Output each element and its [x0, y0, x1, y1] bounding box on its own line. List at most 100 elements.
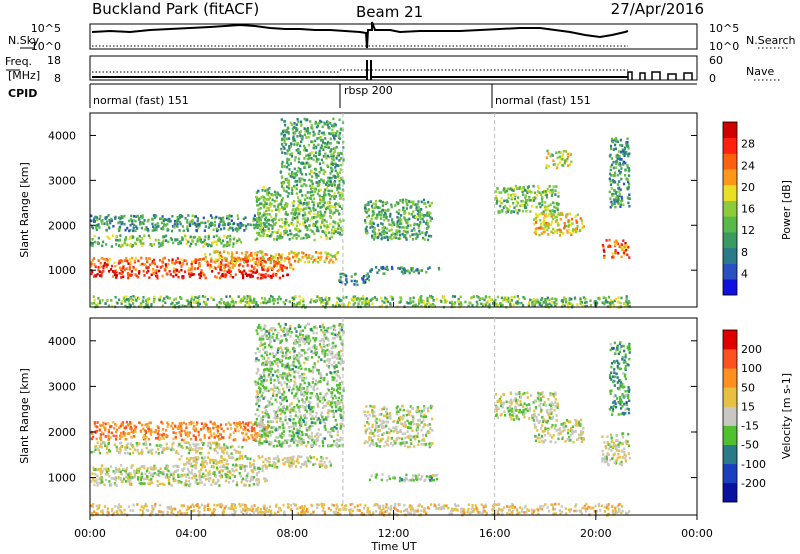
range-gate-cell — [620, 246, 623, 249]
range-gate-cell — [213, 240, 216, 244]
range-gate-cell — [319, 198, 322, 201]
range-gate-cell — [418, 232, 421, 236]
range-gate-cell — [106, 445, 109, 449]
range-gate-cell — [622, 152, 625, 156]
range-gate-cell — [626, 164, 629, 167]
range-gate-cell — [271, 224, 274, 228]
range-gate-cell — [231, 299, 234, 303]
range-gate-cell — [503, 187, 506, 190]
range-gate-cell — [453, 302, 456, 306]
range-gate-cell — [259, 276, 263, 280]
range-gate-cell — [171, 446, 174, 450]
range-gate-cell — [111, 275, 115, 278]
range-gate-cell — [626, 302, 629, 305]
range-gate-cell — [246, 457, 249, 460]
range-gate-cell — [330, 160, 333, 164]
range-gate-cell — [619, 200, 623, 203]
range-gate-cell — [310, 298, 313, 301]
range-gate-cell — [152, 258, 156, 262]
range-gate-cell — [331, 128, 334, 132]
range-gate-cell — [330, 235, 333, 239]
range-gate-cell — [324, 466, 327, 469]
range-gate-cell — [544, 212, 547, 216]
colorbar-tick-label: 12 — [741, 224, 755, 237]
range-gate-cell — [128, 423, 131, 426]
range-gate-cell — [316, 124, 320, 128]
range-gate-cell — [326, 300, 329, 304]
range-gate-cell — [273, 261, 276, 265]
range-gate-cell — [129, 263, 132, 266]
range-gate-cell — [131, 444, 134, 447]
range-gate-cell — [268, 196, 271, 200]
range-gate-cell — [618, 180, 621, 183]
range-gate-cell — [298, 301, 301, 304]
range-gate-cell — [98, 445, 101, 448]
range-gate-cell — [571, 222, 574, 225]
range-gate-cell — [289, 175, 292, 178]
range-gate-cell — [334, 147, 337, 150]
range-gate-cell — [90, 262, 93, 266]
range-gate-cell — [275, 274, 278, 277]
range-gate-cell — [277, 228, 280, 232]
range-gate-cell — [133, 470, 136, 474]
range-gate-cell — [194, 267, 197, 270]
range-gate-cell — [169, 219, 172, 223]
range-gate-cell — [152, 268, 155, 271]
range-gate-cell — [582, 296, 585, 299]
range-gate-cell — [397, 237, 400, 240]
range-gate-cell — [495, 302, 498, 306]
range-gate-cell — [238, 456, 241, 460]
range-gate-cell — [297, 234, 300, 238]
range-gate-cell — [540, 225, 543, 228]
range-gate-cell — [318, 129, 321, 133]
range-gate-cell — [188, 483, 191, 486]
range-gate-cell — [153, 471, 156, 475]
range-gate-cell — [538, 226, 541, 230]
range-gate-cell — [105, 220, 109, 223]
range-gate-cell — [398, 301, 401, 304]
range-gate-cell — [510, 211, 513, 214]
range-gate-cell — [614, 251, 617, 255]
range-gate-cell — [332, 151, 335, 155]
range-gate-cell — [111, 304, 114, 308]
range-gate-cell — [557, 195, 560, 198]
range-gate-cell — [162, 227, 165, 231]
range-gate-cell — [276, 205, 279, 209]
range-gate-cell — [625, 143, 628, 146]
range-gate-cell — [400, 297, 403, 301]
range-gate-cell — [333, 124, 336, 128]
range-gate-cell — [232, 438, 235, 442]
range-gate-cell — [146, 469, 149, 473]
range-gate-cell — [627, 185, 630, 189]
range-gate-cell — [176, 257, 179, 260]
range-gate-cell — [620, 150, 623, 154]
range-gate-cell — [189, 471, 192, 475]
range-gate-cell — [381, 299, 384, 303]
range-gate-cell — [116, 239, 119, 242]
range-gate-cell — [191, 214, 194, 217]
range-gate-cell — [522, 295, 525, 299]
range-gate-cell — [151, 262, 154, 265]
range-gate-cell — [327, 252, 330, 255]
range-gate-cell — [426, 213, 429, 216]
range-gate-cell — [301, 184, 304, 187]
range-gate-cell — [309, 184, 312, 188]
range-gate-cell — [422, 236, 425, 240]
range-gate-cell — [207, 472, 210, 475]
range-gate-cell — [523, 297, 526, 301]
range-gate-cell — [329, 172, 332, 175]
range-gate-cell — [215, 459, 218, 463]
range-gate-cell — [292, 126, 295, 130]
range-gate-cell — [380, 304, 383, 307]
range-gate-cell — [527, 188, 530, 192]
range-gate-cell — [244, 216, 247, 219]
range-gate-cell — [96, 425, 99, 429]
range-gate-cell — [366, 215, 369, 219]
range-gate-cell — [123, 222, 126, 226]
range-gate-cell — [269, 205, 272, 208]
range-gate-cell — [161, 448, 164, 452]
range-gate-cell — [301, 463, 304, 466]
range-gate-cell — [373, 296, 377, 299]
range-gate-cell — [98, 270, 101, 273]
range-gate-cell — [385, 216, 388, 219]
